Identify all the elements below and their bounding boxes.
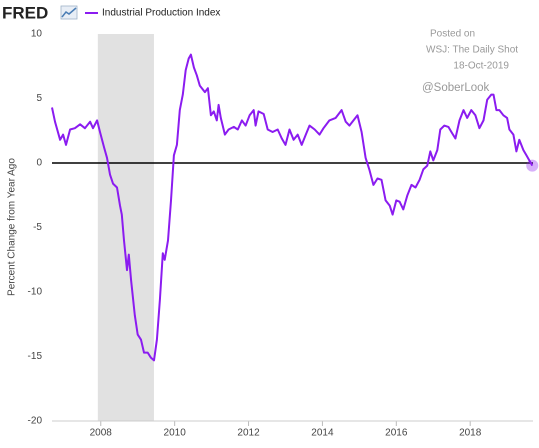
x-tick-label: 2018: [459, 428, 482, 439]
series-line: [51, 53, 534, 362]
y-tick-label: -20: [28, 416, 43, 427]
y-tick-label: 5: [36, 93, 42, 104]
x-tick-label: 2010: [164, 428, 187, 439]
y-tick-label: -5: [33, 222, 42, 233]
legend-label: Industrial Production Index: [102, 8, 220, 19]
y-tick-label: 0: [36, 158, 42, 169]
logo: FRED: [2, 3, 48, 22]
end-marker: [526, 159, 539, 172]
annotation: Posted on: [430, 29, 475, 40]
annotation: WSJ: The Daily Shot: [426, 45, 518, 56]
annotation: @SoberLook: [422, 82, 490, 94]
x-tick-label: 2008: [90, 428, 113, 439]
x-tick-label: 2014: [311, 428, 334, 439]
y-tick-label: 10: [31, 29, 43, 40]
x-tick-label: 2012: [237, 428, 260, 439]
x-tick-label: 2016: [385, 428, 408, 439]
logo-icon: [60, 5, 78, 20]
recession-shading: [97, 34, 154, 421]
y-tick-label: -10: [28, 287, 43, 298]
y-axis-label: Percent Change from Year Ago: [7, 158, 18, 296]
annotation: 18-Oct-2019: [453, 61, 509, 72]
y-tick-label: -15: [28, 351, 43, 362]
